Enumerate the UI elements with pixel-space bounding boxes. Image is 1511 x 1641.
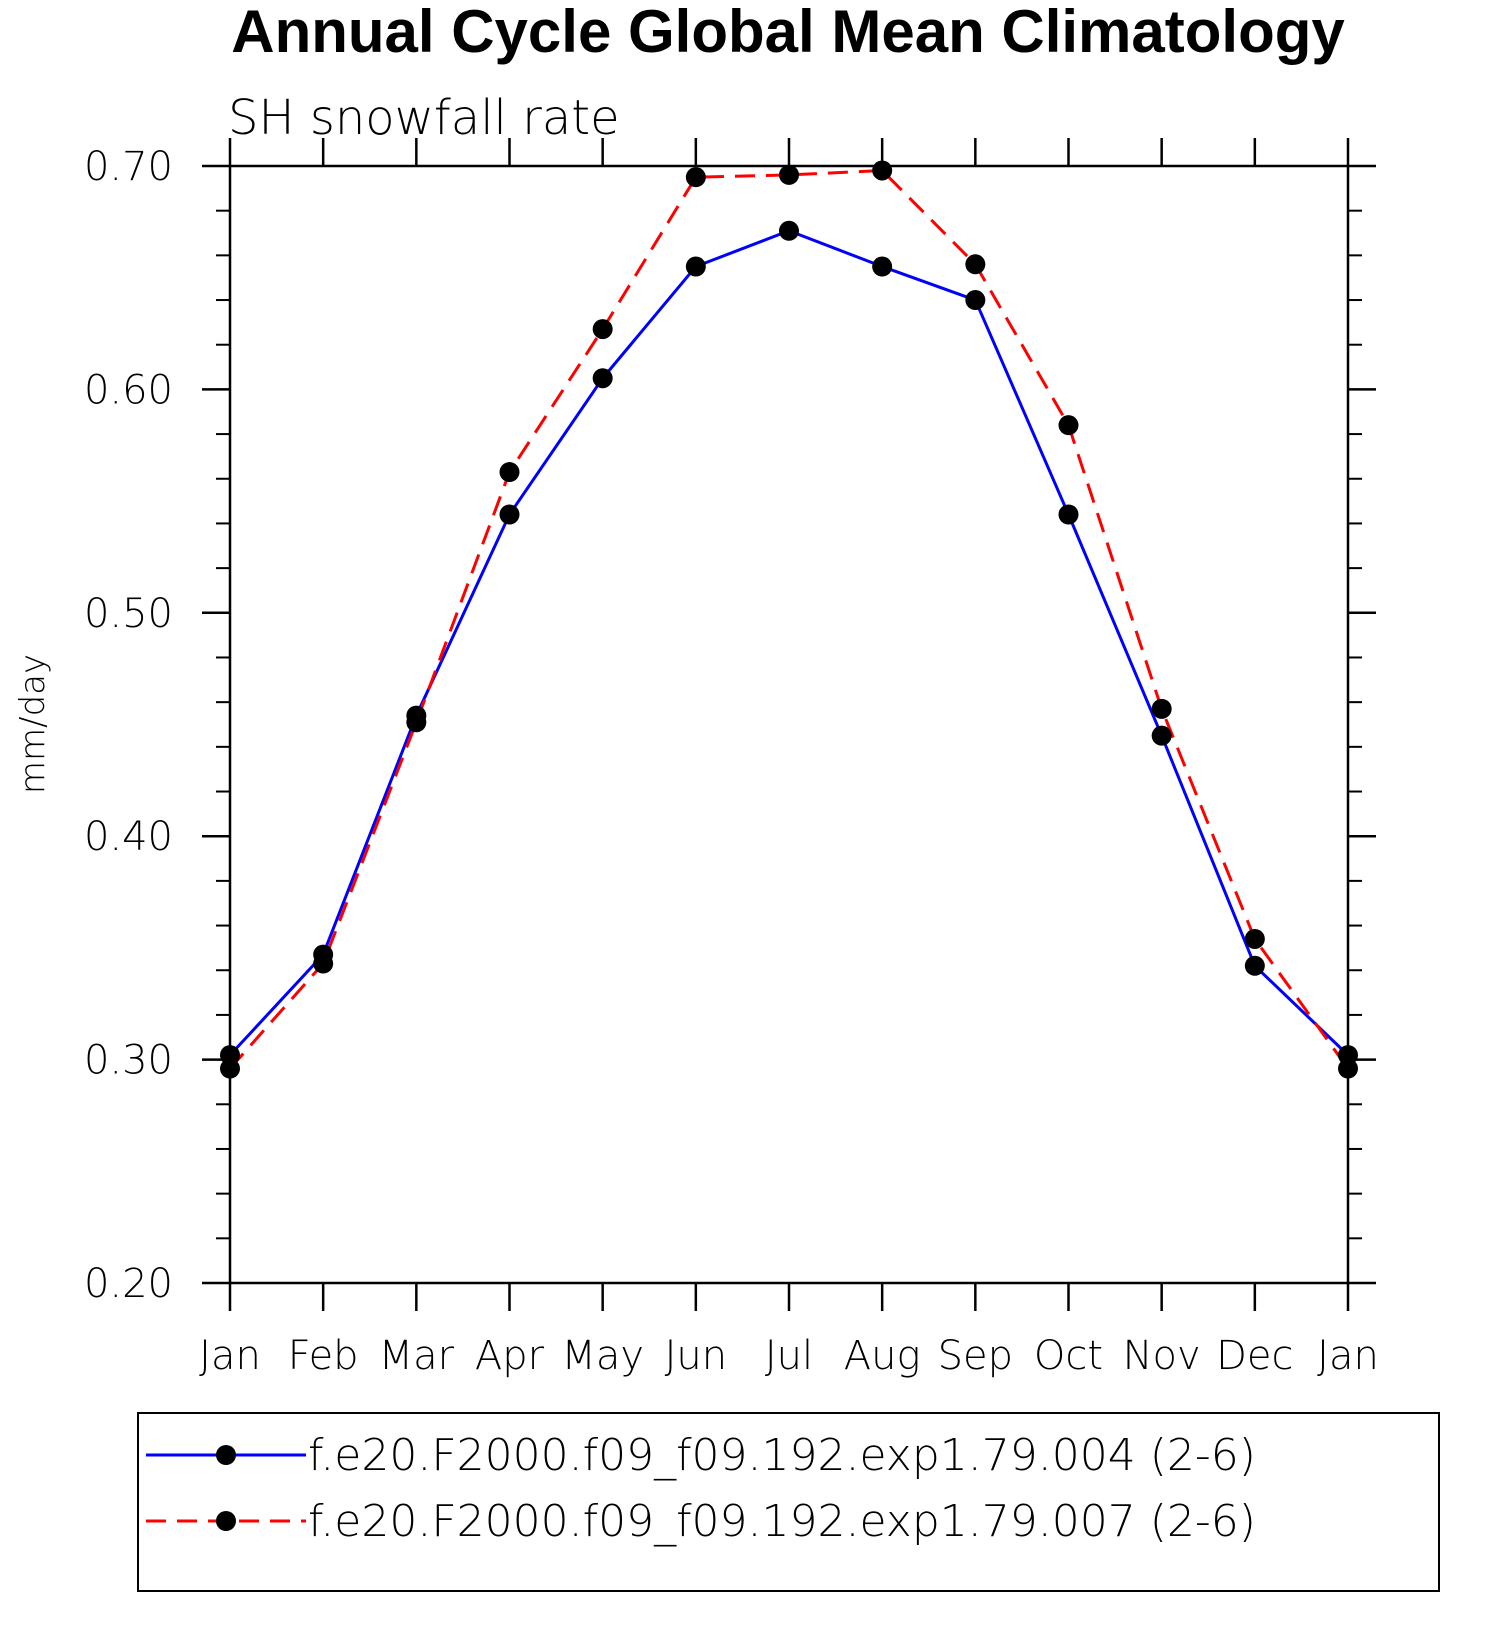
series-1-point — [1151, 725, 1172, 746]
y-tick-label: 0.30 — [84, 1038, 173, 1084]
series-1-point — [965, 290, 986, 311]
legend-entry-1: f.e20.F2000.f09_f09.192.exp1.79.004 (2-6… — [146, 1430, 1256, 1481]
y-axis-label: mm/day — [13, 654, 53, 794]
legend-label-1: f.e20.F2000.f09_f09.192.exp1.79.004 (2-6… — [308, 1430, 1256, 1481]
plot-frame — [228, 164, 1350, 1285]
series-1-point — [1058, 504, 1079, 525]
series-2-point — [499, 462, 520, 483]
legend-label-2: f.e20.F2000.f09_f09.192.exp1.79.007 (2-6… — [308, 1496, 1256, 1547]
x-tick-label: Oct — [1034, 1333, 1103, 1379]
series-2-point — [406, 712, 427, 733]
series-2-point — [1244, 928, 1265, 949]
x-tick-label: Apr — [475, 1333, 545, 1379]
series-2-point — [1338, 1058, 1358, 1079]
x-tick-label: Dec — [1216, 1333, 1293, 1379]
x-tick-label: Jun — [665, 1333, 728, 1379]
series-2-point — [1151, 698, 1172, 719]
series-1-point — [872, 256, 893, 277]
x-tick-label: Jul — [765, 1333, 813, 1379]
x-tick-label: Feb — [288, 1333, 359, 1379]
legend-box — [137, 1412, 1440, 1592]
axis-ticks — [202, 138, 1376, 1311]
y-tick-label: 0.20 — [84, 1261, 173, 1307]
series-line-2 — [228, 168, 1350, 1070]
y-tick-label: 0.50 — [84, 591, 173, 637]
series-2-point — [592, 319, 613, 340]
x-tick-label: Jan — [199, 1333, 261, 1379]
x-tick-label: Jan — [1317, 1333, 1379, 1379]
legend: f.e20.F2000.f09_f09.192.exp1.79.004 (2-6… — [137, 1412, 1440, 1592]
series-1-point — [592, 368, 613, 389]
legend-marker-2 — [216, 1511, 236, 1531]
x-tick-labels: Jan Feb Mar Apr May Jun Jul Aug Sep Oct Nov Dec Jan — [199, 1333, 1379, 1379]
series-2-point — [313, 953, 334, 974]
series-1-point — [499, 504, 520, 525]
series-layer — [220, 160, 1358, 1079]
legend-marker-1 — [216, 1445, 236, 1465]
x-tick-label: Aug — [844, 1333, 921, 1379]
series-1-point — [685, 256, 706, 277]
y-tick-label: 0.60 — [84, 367, 173, 413]
y-tick-label: 0.70 — [84, 144, 173, 190]
x-tick-label: Mar — [379, 1333, 455, 1379]
chart-subtitle: SH snowfall rate — [228, 90, 620, 146]
legend-entry-2: f.e20.F2000.f09_f09.192.exp1.79.007 (2-6… — [146, 1496, 1256, 1547]
y-tick-labels: 0.20 0.30 0.40 0.50 0.60 0.70 — [84, 144, 173, 1307]
series-2-point — [779, 164, 799, 185]
series-1-point — [779, 220, 799, 241]
chart-title: Annual Cycle Global Mean Climatology — [231, 0, 1345, 65]
series-1-point — [1244, 955, 1265, 976]
x-tick-label: Sep — [938, 1333, 1013, 1379]
series-2-point — [965, 254, 986, 275]
y-tick-label: 0.40 — [84, 814, 173, 860]
x-tick-label: Nov — [1123, 1333, 1201, 1379]
series-2-point — [220, 1058, 240, 1079]
series-2-point — [872, 160, 893, 181]
x-tick-label: May — [561, 1333, 644, 1379]
series-2-point — [1058, 415, 1079, 436]
series-line-1 — [228, 229, 1350, 1057]
series-2-point — [685, 167, 706, 188]
